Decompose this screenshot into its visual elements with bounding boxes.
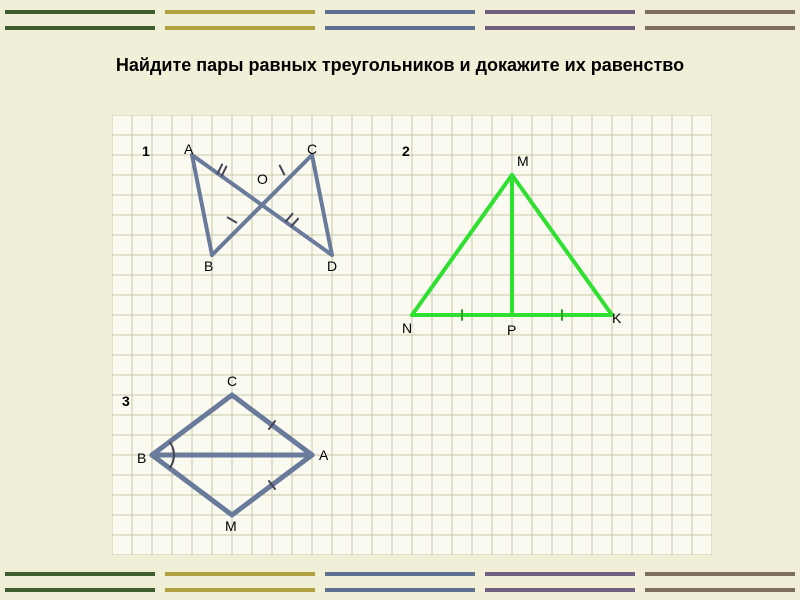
pt-B1: B [204,258,213,274]
pt-B3: B [137,450,146,466]
grid-area: 1 2 3 A C O B D M N P K B C A M [112,115,712,555]
pt-A1: A [184,141,193,157]
pt-A3: A [319,447,328,463]
pt-D1: D [327,258,337,274]
page-title: Найдите пары равных треугольников и дока… [0,55,800,76]
pt-P2: P [507,322,516,338]
pt-N2: N [402,320,412,336]
top-band [0,10,800,30]
label-2: 2 [402,143,410,159]
label-3: 3 [122,393,130,409]
pt-O1: O [257,171,268,187]
pt-C3: C [227,373,237,389]
pt-K2: K [612,310,621,326]
pt-C1: C [307,141,317,157]
bottom-band [0,572,800,592]
label-1: 1 [142,143,150,159]
pt-M3: M [225,518,237,534]
pt-M2: M [517,153,529,169]
